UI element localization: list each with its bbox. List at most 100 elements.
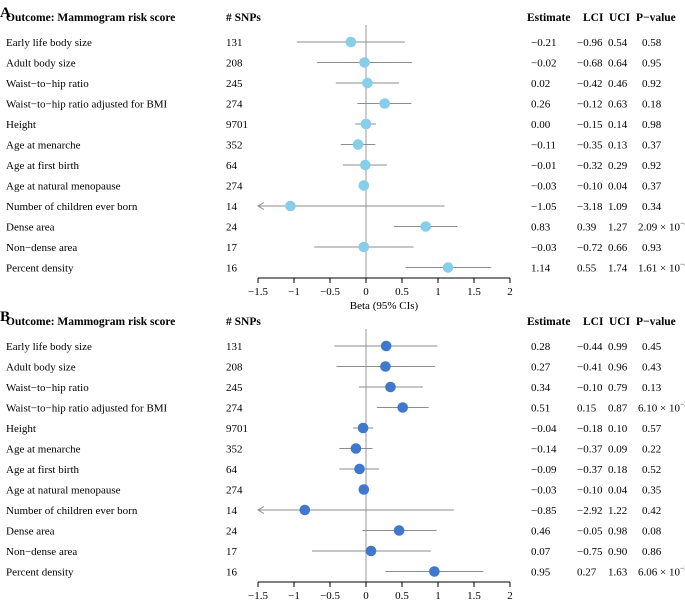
row-pvalue: 0.22 — [642, 444, 661, 456]
row-label: Percent density — [6, 567, 74, 579]
row-label: Age at first birth — [6, 464, 80, 476]
row-pvalue: 0.13 — [642, 382, 662, 394]
row-estimate: 0.27 — [531, 362, 551, 374]
header-outcome: Outcome: Mammogram risk score — [6, 316, 175, 328]
row-label: Non−dense area — [6, 546, 77, 558]
row-snps: 9701 — [226, 119, 248, 131]
row-uci: 0.63 — [608, 99, 628, 111]
row-lci: −0.12 — [577, 99, 602, 111]
row-label: Age at natural menopause — [6, 181, 121, 193]
header-pvalue: P−value — [636, 316, 676, 328]
row-estimate: 0.02 — [531, 78, 550, 90]
row-estimate: −1.05 — [531, 201, 557, 213]
row-uci: 1.63 — [608, 567, 628, 579]
x-tick-label: 1.5 — [467, 590, 481, 601]
forest-row: Dense area 24 0.83 0.39 1.27 2.09 × 10−4 — [6, 219, 685, 234]
row-snps: 131 — [226, 37, 243, 49]
forest-row: Non−dense area 17 −0.03 −0.72 0.66 0.93 — [6, 241, 662, 254]
row-snps: 131 — [226, 341, 243, 353]
row-pvalue: 6.06 × 10−3 — [638, 564, 685, 579]
row-lci: 0.55 — [577, 263, 597, 275]
x-tick-label: 0 — [363, 286, 369, 298]
row-snps: 352 — [226, 140, 243, 152]
row-uci: 0.09 — [608, 444, 628, 456]
estimate-point — [352, 139, 364, 150]
estimate-point — [358, 180, 370, 191]
estimate-point — [359, 159, 371, 171]
estimate-point — [380, 361, 391, 372]
row-uci: 0.14 — [608, 119, 628, 131]
row-uci: 0.87 — [608, 403, 628, 415]
estimate-point — [358, 484, 370, 495]
forest-row: Dense area 24 0.46 −0.05 0.98 0.08 — [6, 525, 662, 538]
row-lci: −0.10 — [577, 382, 603, 394]
row-lci: 0.15 — [577, 403, 597, 415]
row-pvalue: 0.42 — [642, 505, 661, 517]
row-estimate: 0.51 — [531, 403, 550, 415]
row-pvalue: 0.57 — [642, 423, 662, 435]
row-label: Waist−to−hip ratio — [6, 382, 89, 394]
row-label: Age at natural menopause — [6, 485, 121, 497]
row-snps: 245 — [226, 382, 243, 394]
row-estimate: −0.01 — [531, 160, 556, 172]
row-estimate: 0.95 — [531, 567, 551, 579]
estimate-point — [393, 525, 405, 536]
x-tick-label: −0.5 — [320, 590, 340, 601]
row-snps: 274 — [226, 181, 243, 193]
row-estimate: −0.21 — [531, 37, 556, 49]
row-snps: 16 — [226, 567, 238, 579]
row-uci: 0.04 — [608, 485, 628, 497]
header-lci: LCI — [583, 316, 604, 328]
row-estimate: 0.26 — [531, 99, 551, 111]
row-lci: −0.42 — [577, 78, 602, 90]
row-pvalue: 0.34 — [642, 201, 662, 213]
x-tick-label: 1.5 — [467, 286, 481, 298]
forest-row: Waist−to−hip ratio 245 0.02 −0.42 0.46 0.92 — [6, 77, 661, 90]
row-label: Dense area — [6, 526, 55, 538]
row-snps: 274 — [226, 485, 243, 497]
x-tick-label: 2 — [507, 590, 513, 601]
forest-row: Early life body size 131 −0.21 −0.96 0.54 0.5… — [6, 36, 662, 49]
row-snps: 352 — [226, 444, 243, 456]
header-pvalue: P−value — [636, 12, 676, 24]
row-pvalue: 2.09 × 10−4 — [638, 219, 685, 234]
row-pvalue: 0.45 — [642, 341, 662, 353]
row-uci: 0.04 — [608, 181, 628, 193]
row-uci: 0.46 — [608, 78, 628, 90]
row-snps: 14 — [226, 201, 238, 213]
row-label: Height — [6, 119, 36, 131]
row-pvalue: 0.37 — [642, 181, 662, 193]
header-snps: # SNPs — [226, 12, 261, 24]
estimate-point — [442, 262, 454, 273]
row-uci: 0.96 — [608, 362, 628, 374]
row-snps: 24 — [226, 222, 238, 234]
row-uci: 0.64 — [608, 58, 628, 70]
row-estimate: −0.03 — [531, 242, 557, 254]
row-snps: 17 — [226, 242, 238, 254]
row-snps: 208 — [226, 362, 243, 374]
row-pvalue: 0.58 — [642, 37, 662, 49]
row-label: Non−dense area — [6, 242, 77, 254]
row-pvalue: 1.61 × 10−4 — [638, 260, 685, 275]
row-lci: −3.18 — [577, 201, 603, 213]
ci-arrow-left — [257, 202, 265, 210]
row-pvalue: 0.98 — [642, 119, 662, 131]
header-estimate: Estimate — [527, 12, 570, 24]
estimate-point — [397, 402, 409, 413]
row-estimate: 0.28 — [531, 341, 551, 353]
row-label: Waist−to−hip ratio — [6, 78, 89, 90]
x-axis-title: Beta (95% CIs) — [350, 300, 419, 312]
row-estimate: −0.02 — [531, 58, 556, 70]
forest-row: Percent density 16 1.14 0.55 1.74 1.61 × 10−4 — [6, 260, 685, 275]
row-uci: 0.13 — [608, 140, 628, 152]
row-uci: 0.79 — [608, 382, 628, 394]
panel-letter: B — [0, 309, 10, 325]
forest-row: Age at first birth 64 −0.01 −0.32 0.29 0.92 — [6, 159, 661, 172]
row-uci: 1.74 — [608, 263, 628, 275]
header-estimate: Estimate — [527, 316, 570, 328]
estimate-point — [429, 566, 440, 577]
row-estimate: 0.83 — [531, 222, 551, 234]
estimate-point — [360, 118, 372, 130]
